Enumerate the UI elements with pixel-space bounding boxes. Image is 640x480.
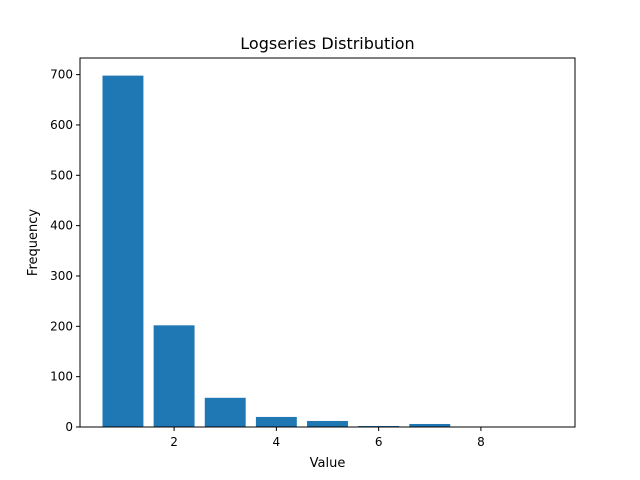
y-axis-label: Frequency	[26, 209, 41, 276]
x-tick-label: 8	[477, 435, 485, 449]
y-tick-label: 200	[50, 319, 73, 333]
bar	[409, 423, 451, 427]
y-tick-label: 400	[50, 219, 73, 233]
bar	[153, 325, 195, 427]
y-tick-label: 0	[65, 420, 73, 434]
y-tick-label: 700	[50, 68, 73, 82]
bar	[255, 416, 297, 427]
x-tick-label: 2	[170, 435, 178, 449]
y-tick-label: 100	[50, 370, 73, 384]
chart-title: Logseries Distribution	[240, 34, 414, 53]
bar	[358, 425, 400, 427]
y-tick-label: 500	[50, 168, 73, 182]
y-tick-label: 300	[50, 269, 73, 283]
bar	[204, 397, 246, 427]
bar	[102, 75, 144, 427]
plot-frame	[79, 57, 576, 428]
x-tick-label: 4	[273, 435, 281, 449]
x-axis-label: Value	[310, 456, 346, 471]
bar	[307, 420, 348, 427]
x-tick-label: 6	[375, 435, 383, 449]
y-tick-label: 600	[50, 118, 73, 132]
